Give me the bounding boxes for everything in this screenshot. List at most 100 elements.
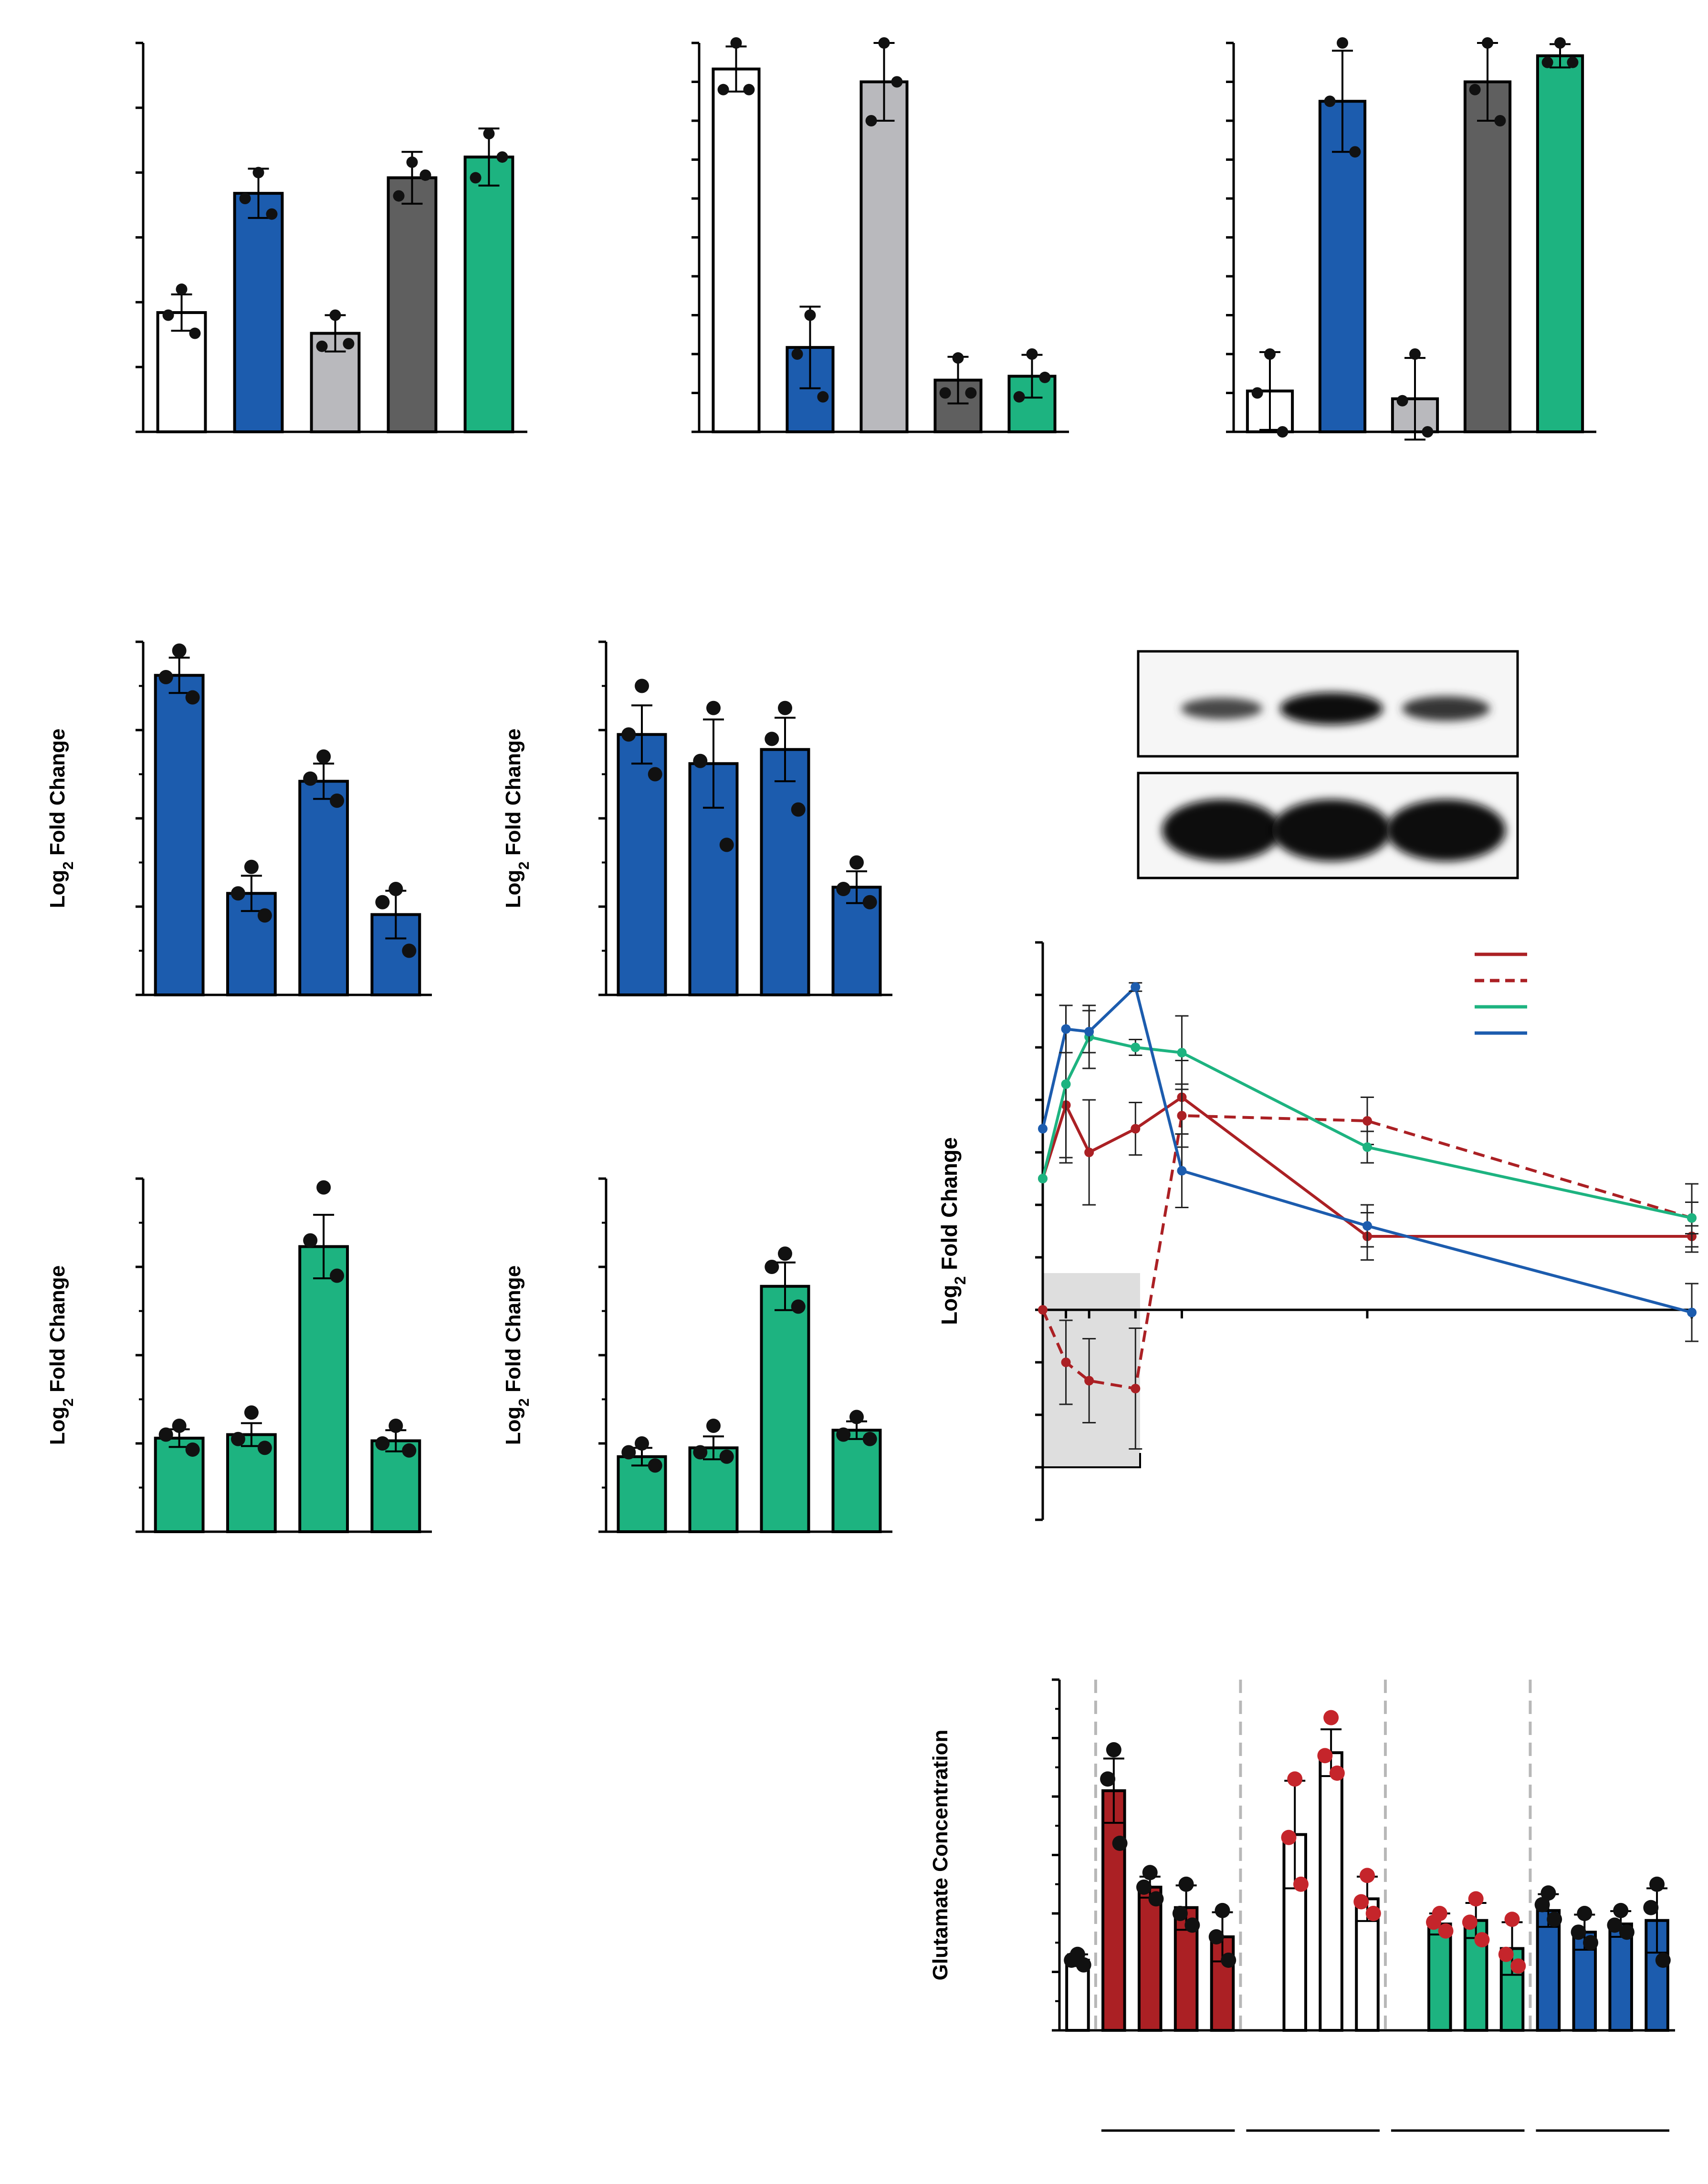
data-point: [1215, 1902, 1230, 1918]
data-point: [1293, 1876, 1309, 1892]
data-point: [1084, 1376, 1094, 1386]
data-point: [1607, 1917, 1623, 1933]
data-point: [1038, 1124, 1048, 1134]
data-point: [1061, 1358, 1071, 1367]
data-point: [1462, 1914, 1477, 1930]
data-point: [1131, 1043, 1141, 1052]
data-point: [1426, 1914, 1442, 1930]
data-point: [719, 837, 734, 852]
data-point: [1142, 1865, 1158, 1881]
data-point: [648, 1458, 662, 1473]
data-point: [402, 943, 417, 958]
bar: [1137, 1885, 1163, 2032]
data-point: [329, 309, 341, 321]
data-point: [1362, 1142, 1372, 1152]
data-point: [303, 771, 318, 786]
panel-g-cerebellum-ceftriaxone-chart: Log2 Fold Change: [502, 1177, 892, 1533]
data-point: [158, 670, 173, 684]
data-point: [1177, 1048, 1187, 1057]
bar: [298, 780, 349, 997]
data-point: [1076, 1957, 1091, 1973]
data-point: [693, 753, 708, 768]
data-point: [1178, 1876, 1194, 1892]
data-point: [1504, 1912, 1520, 1927]
cyclopamine-window: [1043, 1273, 1140, 1467]
y-axis-label-line1: Log2 Fold Change: [46, 729, 76, 909]
bar: [688, 1446, 739, 1533]
data-point: [1084, 1027, 1094, 1036]
data-point: [849, 855, 864, 870]
data-point: [765, 1260, 779, 1274]
data-point: [172, 643, 187, 658]
data-point: [388, 1419, 403, 1433]
data-point: [1184, 1917, 1200, 1933]
data-point: [1064, 1953, 1079, 1968]
data-point: [1468, 1891, 1484, 1907]
data-point: [231, 886, 245, 901]
data-point: [706, 1419, 721, 1433]
data-point: [1547, 1912, 1562, 1927]
data-point: [470, 172, 482, 184]
data-point: [1510, 1958, 1526, 1974]
data-point: [717, 84, 729, 95]
data-point: [965, 387, 977, 399]
data-point: [1281, 1829, 1297, 1845]
data-point: [266, 208, 278, 220]
data-point: [621, 1445, 636, 1460]
data-point: [406, 156, 418, 168]
data-point: [1469, 84, 1481, 95]
bar: [831, 1429, 882, 1533]
y-axis-label-line1: Log2 Fold Change: [937, 1137, 969, 1325]
data-point: [1571, 1924, 1586, 1940]
panel-a-seizure-time-chart: [136, 42, 527, 434]
data-point: [1323, 1710, 1339, 1725]
data-point: [791, 1299, 806, 1314]
panel-d-telencephalon-purmorphamine-chart: Log2 Fold Change: [46, 640, 432, 997]
y-axis-label-line1: Glutamate Concentration: [929, 1730, 952, 1981]
data-point: [158, 1427, 173, 1442]
y-axis-label-line1: Log2 Fold Change: [502, 729, 532, 909]
bar: [712, 67, 761, 434]
panel-i-time-course-chart: Log2 Fold Change: [937, 941, 1698, 1521]
data-point: [1337, 37, 1348, 49]
data-point: [244, 859, 259, 874]
data-point: [172, 1419, 187, 1433]
data-point: [693, 1445, 708, 1460]
bar: [859, 80, 909, 433]
panel-j-glutamate-concentration-chart: Glutamate Concentration: [929, 1678, 1675, 2132]
data-point: [1360, 1868, 1375, 1883]
data-point: [1687, 1307, 1697, 1317]
data-point: [244, 1405, 259, 1420]
data-point: [939, 387, 951, 399]
data-point: [817, 391, 829, 403]
data-point: [1264, 348, 1276, 360]
data-point: [1409, 348, 1421, 360]
data-point: [257, 1441, 272, 1455]
data-point: [316, 1180, 331, 1195]
data-point: [635, 1436, 649, 1451]
data-point: [1131, 1384, 1141, 1393]
data-point: [743, 84, 755, 95]
data-point: [185, 690, 200, 705]
data-point: [1112, 1836, 1128, 1851]
data-point: [862, 895, 877, 909]
data-point: [1277, 426, 1289, 438]
data-point: [1061, 1079, 1071, 1089]
data-point: [1583, 1935, 1599, 1951]
data-point: [849, 1410, 864, 1424]
data-point: [791, 802, 806, 817]
data-point: [1353, 1894, 1369, 1910]
bar: [1463, 80, 1512, 433]
data-point: [891, 76, 903, 88]
data-point: [778, 700, 792, 715]
data-point: [730, 37, 742, 49]
data-point: [862, 1432, 877, 1446]
data-point: [1541, 56, 1553, 68]
data-point: [1061, 1024, 1071, 1034]
blot-band: [1181, 698, 1263, 720]
data-point: [1498, 1946, 1514, 1962]
data-point: [1038, 1174, 1048, 1183]
data-point: [791, 348, 803, 360]
data-point: [878, 37, 890, 49]
